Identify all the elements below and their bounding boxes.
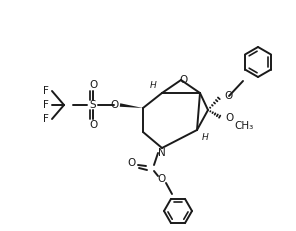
- Polygon shape: [120, 103, 143, 108]
- Text: N: N: [158, 148, 166, 158]
- Text: H: H: [202, 134, 208, 143]
- Text: O: O: [89, 80, 97, 90]
- Text: CH₃: CH₃: [234, 121, 254, 131]
- Text: S: S: [90, 100, 96, 110]
- Text: F: F: [43, 114, 49, 124]
- Text: O: O: [179, 75, 187, 85]
- Text: F: F: [43, 86, 49, 96]
- Text: O: O: [225, 113, 233, 123]
- Text: O: O: [111, 100, 119, 110]
- Text: O: O: [158, 174, 166, 184]
- Text: O: O: [128, 158, 136, 168]
- Text: O: O: [89, 120, 97, 130]
- Text: O: O: [224, 91, 232, 101]
- Text: H: H: [149, 80, 156, 89]
- Text: F: F: [43, 100, 49, 110]
